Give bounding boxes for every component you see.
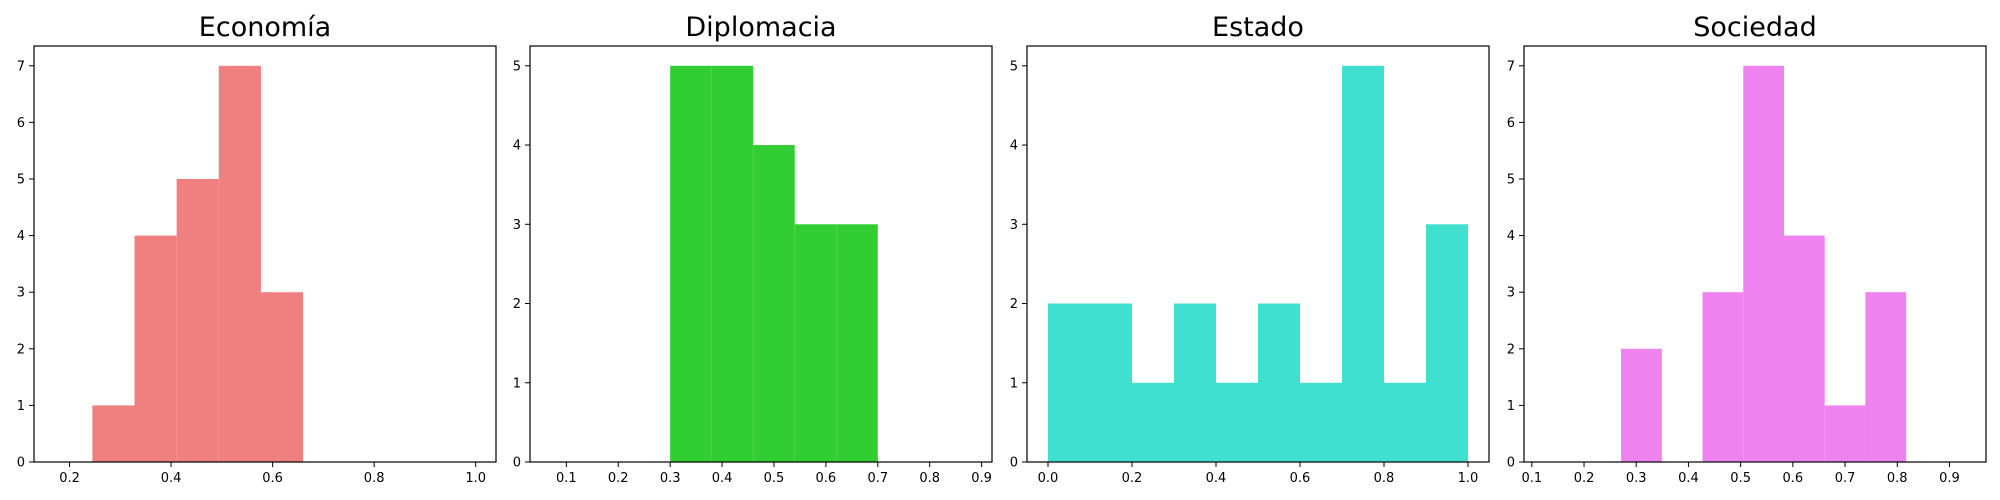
x-tick-label: 0.3 xyxy=(660,471,681,486)
histogram-bar xyxy=(794,224,837,462)
y-tick-label: 1 xyxy=(1010,376,1018,391)
histogram-bar xyxy=(711,65,754,463)
axes-frame xyxy=(1523,45,1987,463)
x-tick-label: 0.5 xyxy=(1730,471,1751,486)
panel-title: Sociedad xyxy=(1693,12,1816,43)
histogram-bar xyxy=(670,65,712,463)
histogram-bar xyxy=(92,405,135,462)
panel-2: Diplomacia 0.1 0.2 0.3 0.4 0.5 0.6 0.7 0.8 0.9 0 1 2… xyxy=(513,12,993,486)
x-tick-label: 0.8 xyxy=(919,471,940,486)
y-tick-label: 4 xyxy=(17,229,25,244)
y-tick-label: 4 xyxy=(1010,139,1018,154)
x-tick-label: 0.5 xyxy=(764,471,785,486)
histogram-bar xyxy=(1132,382,1174,462)
histogram-bar xyxy=(1342,65,1384,463)
y-tick-label: 7 xyxy=(1507,59,1515,74)
y-tick-label: 0 xyxy=(513,456,521,471)
panel-1: Economía 0.2 0.4 0.6 0.8 1.0 0 1 2 3 4 5 6 7 xyxy=(17,12,497,486)
x-tick-label: 0.4 xyxy=(1678,471,1699,486)
x-tick-label: 0.8 xyxy=(1374,471,1395,486)
x-tick-label: 0.9 xyxy=(1939,471,1960,486)
x-tick-label: 0.2 xyxy=(608,471,629,486)
y-tick-label: 1 xyxy=(1507,399,1515,414)
panel-title: Estado xyxy=(1212,12,1304,43)
histogram-bar xyxy=(1702,292,1744,462)
histogram-bar xyxy=(260,292,304,462)
y-tick-label: 0 xyxy=(1507,456,1515,471)
x-tick-label: 0.6 xyxy=(816,471,837,486)
histogram-bar xyxy=(218,65,261,463)
x-tick-label: 0.2 xyxy=(1574,471,1595,486)
x-tick-label: 0.1 xyxy=(556,471,577,486)
axes-frame xyxy=(529,45,993,463)
histogram-bar xyxy=(1174,303,1216,462)
x-tick-label: 0.8 xyxy=(1887,471,1908,486)
histogram-bar xyxy=(1621,348,1662,462)
histogram-bar xyxy=(753,145,795,463)
x-tick-label: 0.4 xyxy=(712,471,733,486)
histogram-bar xyxy=(1824,405,1866,462)
histogram-bar xyxy=(1090,303,1132,462)
x-tick-label: 0.2 xyxy=(59,471,80,486)
x-tick-label: 0.6 xyxy=(1783,471,1804,486)
panel-title: Economía xyxy=(199,12,331,43)
y-tick-label: 4 xyxy=(513,139,521,154)
axes-frame xyxy=(1026,45,1490,463)
y-tick-label: 2 xyxy=(513,297,521,312)
x-tick-label: 0.2 xyxy=(1122,471,1143,486)
x-tick-label: 0.1 xyxy=(1521,471,1542,486)
y-tick-label: 3 xyxy=(513,218,521,233)
y-tick-label: 5 xyxy=(513,59,521,74)
histogram-bar xyxy=(134,235,177,462)
histogram-bar xyxy=(1384,382,1426,462)
y-tick-label: 6 xyxy=(1507,116,1515,131)
y-tick-label: 5 xyxy=(1507,173,1515,188)
histogram-bar xyxy=(176,179,219,462)
x-tick-label: 0.7 xyxy=(1835,471,1856,486)
y-tick-label: 2 xyxy=(17,342,25,357)
x-tick-label: 0.4 xyxy=(161,471,182,486)
histogram-bar xyxy=(1426,224,1468,462)
x-tick-label: 0.3 xyxy=(1626,471,1647,486)
y-tick-label: 6 xyxy=(17,116,25,131)
panel-title: Diplomacia xyxy=(685,12,836,43)
x-tick-label: 0.6 xyxy=(262,471,283,486)
x-tick-label: 0.9 xyxy=(971,471,992,486)
histogram-bar xyxy=(1048,303,1090,462)
y-tick-label: 2 xyxy=(1507,342,1515,357)
y-tick-label: 0 xyxy=(17,456,25,471)
y-tick-label: 3 xyxy=(1507,286,1515,301)
x-tick-label: 1.0 xyxy=(465,471,486,486)
y-tick-label: 3 xyxy=(17,286,25,301)
panel-3: Estado 0.0 0.2 0.4 0.6 0.8 1.0 0 1 2 3 4 5 xyxy=(1010,12,1490,486)
x-tick-label: 0.6 xyxy=(1290,471,1311,486)
x-tick-label: 0.0 xyxy=(1038,471,1059,486)
y-tick-label: 2 xyxy=(1010,297,1018,312)
histogram-bar xyxy=(1865,292,1907,462)
histogram-bar xyxy=(1300,382,1342,462)
y-tick-label: 0 xyxy=(1010,456,1018,471)
y-tick-label: 3 xyxy=(1010,218,1018,233)
histogram-bar xyxy=(1258,303,1300,462)
panel-4: Sociedad 0.1 0.2 0.3 0.4 0.5 0.6 0.7 0.8 0.9 0 1 2 3 4… xyxy=(1507,12,1987,486)
x-tick-label: 0.7 xyxy=(867,471,888,486)
axes-frame xyxy=(33,45,497,463)
histogram-bar xyxy=(1216,382,1258,462)
x-tick-label: 0.4 xyxy=(1206,471,1227,486)
y-tick-label: 7 xyxy=(17,59,25,74)
x-tick-label: 1.0 xyxy=(1458,471,1479,486)
histogram-bar xyxy=(1743,65,1784,463)
histogram-bar xyxy=(836,224,878,462)
x-tick-label: 0.8 xyxy=(364,471,385,486)
y-tick-label: 5 xyxy=(1010,59,1018,74)
histogram-bar xyxy=(1783,235,1825,462)
y-tick-label: 1 xyxy=(17,399,25,414)
y-tick-label: 1 xyxy=(513,376,521,391)
y-tick-label: 5 xyxy=(17,173,25,188)
y-tick-label: 4 xyxy=(1507,229,1515,244)
